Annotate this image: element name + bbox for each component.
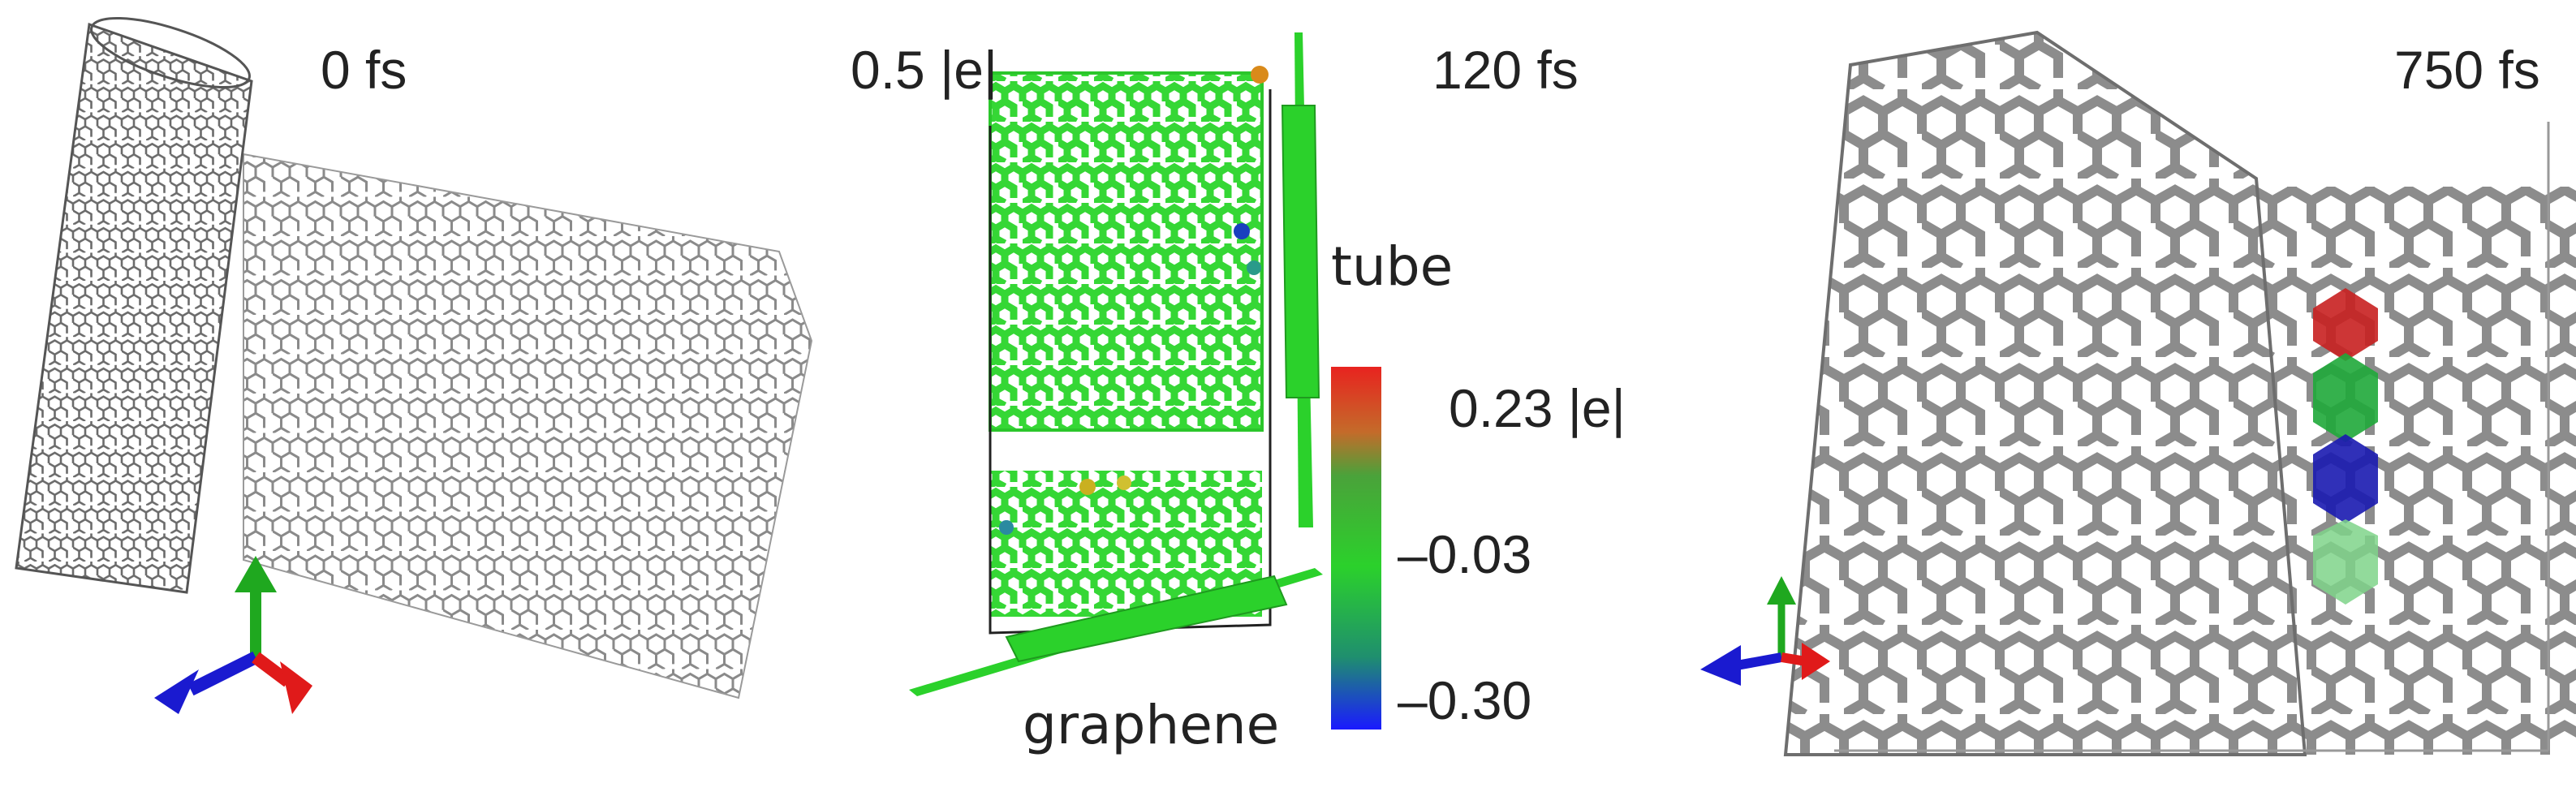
structure-0fs — [15, 16, 813, 714]
graphene-sheet — [243, 153, 813, 699]
tube-charge-region — [990, 73, 1262, 430]
tube-label: tube — [1331, 235, 1454, 298]
time-label-120fs: 120 fs — [1432, 40, 1579, 100]
time-label-0fs: 0 fs — [321, 40, 407, 100]
axis-triad-0fs — [154, 556, 312, 714]
colorbar-mid-label: –0.03 — [1398, 524, 1532, 584]
ring-light-green — [2313, 519, 2378, 605]
panel-120fs: 0.5 |e| 120 fs tube graphene 0.23 |e| –0… — [844, 0, 1688, 792]
ring-blue — [2313, 434, 2378, 523]
panel-0fs: 0 fs — [0, 0, 844, 792]
ring-green — [2313, 353, 2378, 442]
colorbar-max-label: 0.23 |e| — [1449, 378, 1626, 438]
colorbar — [1331, 367, 1381, 730]
nanotube — [15, 22, 253, 594]
panel-750fs: 750 fs — [1688, 0, 2576, 792]
charge-scale-label: 0.5 |e| — [851, 40, 998, 100]
graphene-sheet-750fs — [2256, 187, 2576, 755]
graphene-label: graphene — [1023, 694, 1280, 756]
time-label-750fs: 750 fs — [2394, 40, 2540, 100]
structure-750fs — [1700, 30, 2576, 756]
axis-triad-750fs — [1700, 576, 1830, 686]
colorbar-min-label: –0.30 — [1398, 670, 1532, 730]
nanotube-750fs — [1783, 30, 2307, 756]
charge-map-120fs — [909, 32, 1381, 730]
ring-red — [2313, 288, 2378, 361]
